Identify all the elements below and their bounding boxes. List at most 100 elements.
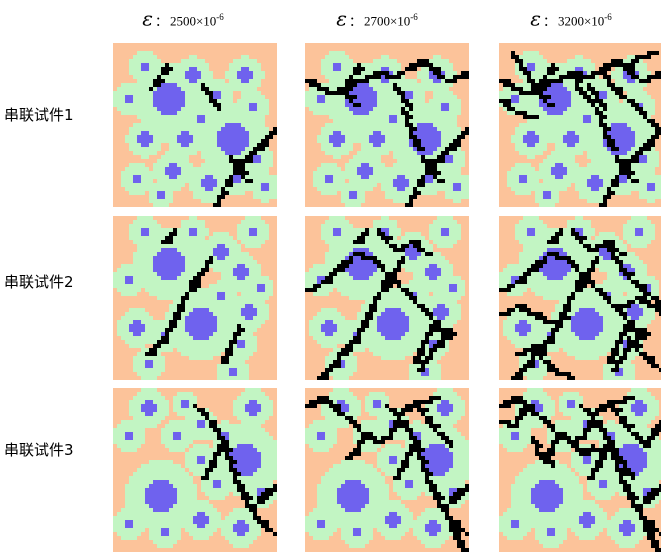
aggregate-cell — [389, 71, 393, 75]
itz-cell — [345, 187, 349, 191]
aggregate-cell — [523, 139, 527, 143]
itz-cell — [129, 236, 133, 240]
aggregate-cell — [429, 139, 433, 143]
crack-cell — [655, 131, 659, 135]
aggregate-cell — [643, 155, 647, 159]
itz-cell — [449, 195, 453, 199]
itz-cell — [461, 195, 465, 199]
itz-cell — [193, 143, 197, 147]
crack-cell — [539, 95, 543, 99]
aggregate-cell — [237, 75, 241, 79]
itz-cell — [217, 83, 221, 87]
aggregate-cell — [409, 143, 413, 147]
itz-cell — [153, 276, 157, 280]
itz-cell — [137, 244, 141, 248]
itz-cell — [249, 123, 253, 127]
itz-cell — [461, 191, 465, 195]
itz-cell — [229, 171, 233, 175]
itz-cell — [121, 99, 125, 103]
itz-cell — [201, 171, 205, 175]
itz-cell — [233, 308, 237, 312]
crack-cell — [357, 79, 361, 83]
crack-cell — [157, 83, 161, 87]
itz-cell — [121, 179, 125, 183]
itz-cell — [417, 159, 421, 163]
itz-cell — [185, 99, 189, 103]
crack-cell — [433, 159, 437, 163]
aggregate-cell — [169, 167, 173, 171]
itz-cell — [619, 187, 623, 191]
itz-cell — [209, 252, 213, 256]
itz-cell — [153, 167, 157, 171]
itz-cell — [325, 55, 329, 59]
itz-cell — [591, 191, 595, 195]
itz-cell — [173, 240, 177, 244]
aggregate-cell — [361, 99, 365, 103]
aggregate-cell — [217, 143, 221, 147]
itz-cell — [129, 264, 133, 268]
itz-cell — [141, 55, 145, 59]
itz-cell — [635, 87, 639, 91]
aggregate-cell — [205, 332, 209, 336]
crack-cell — [515, 87, 519, 91]
itz-cell — [567, 183, 571, 187]
itz-cell — [595, 159, 599, 163]
itz-cell — [141, 260, 145, 264]
itz-cell — [397, 127, 401, 131]
crack-cell — [409, 123, 413, 127]
aggregate-cell — [329, 139, 333, 143]
itz-cell — [217, 324, 221, 328]
itz-cell — [539, 191, 543, 195]
aggregate-cell — [173, 248, 177, 252]
itz-cell — [237, 67, 241, 71]
itz-cell — [169, 332, 173, 336]
itz-cell — [543, 199, 547, 203]
itz-cell — [157, 224, 161, 228]
itz-cell — [189, 91, 193, 95]
itz-cell — [361, 63, 365, 67]
itz-cell — [253, 135, 257, 139]
itz-cell — [389, 127, 393, 131]
itz-cell — [217, 79, 221, 83]
crack-cell — [523, 111, 527, 115]
crack-cell — [273, 127, 277, 131]
itz-cell — [587, 191, 591, 195]
itz-cell — [543, 143, 547, 147]
aggregate-cell — [333, 135, 337, 139]
aggregate-cell — [409, 91, 413, 95]
itz-cell — [129, 139, 133, 143]
itz-cell — [389, 67, 393, 71]
itz-cell — [153, 75, 157, 79]
itz-cell — [317, 107, 321, 111]
aggregate-cell — [189, 320, 193, 324]
itz-cell — [169, 199, 173, 203]
itz-cell — [265, 159, 269, 163]
itz-cell — [181, 292, 185, 296]
itz-cell — [221, 284, 225, 288]
itz-cell — [555, 199, 559, 203]
itz-cell — [233, 324, 237, 328]
itz-cell — [441, 67, 445, 71]
itz-cell — [165, 324, 169, 328]
epsilon-symbol: ε — [336, 6, 347, 31]
aggregate-cell — [125, 280, 129, 284]
aggregate-cell — [225, 147, 229, 151]
itz-cell — [591, 127, 595, 131]
aggregate-cell — [169, 248, 173, 252]
itz-cell — [333, 179, 337, 183]
itz-cell — [201, 304, 205, 308]
crack-cell — [157, 75, 161, 79]
itz-cell — [333, 75, 337, 79]
itz-cell — [133, 183, 137, 187]
itz-cell — [527, 99, 531, 103]
itz-cell — [639, 59, 643, 63]
itz-cell — [121, 83, 125, 87]
itz-cell — [563, 147, 567, 151]
itz-cell — [519, 167, 523, 171]
crack-cell — [425, 171, 429, 175]
itz-cell — [137, 95, 141, 99]
crack-cell — [357, 103, 361, 107]
itz-cell — [133, 63, 137, 67]
itz-cell — [133, 103, 137, 107]
aggregate-cell — [217, 292, 221, 296]
